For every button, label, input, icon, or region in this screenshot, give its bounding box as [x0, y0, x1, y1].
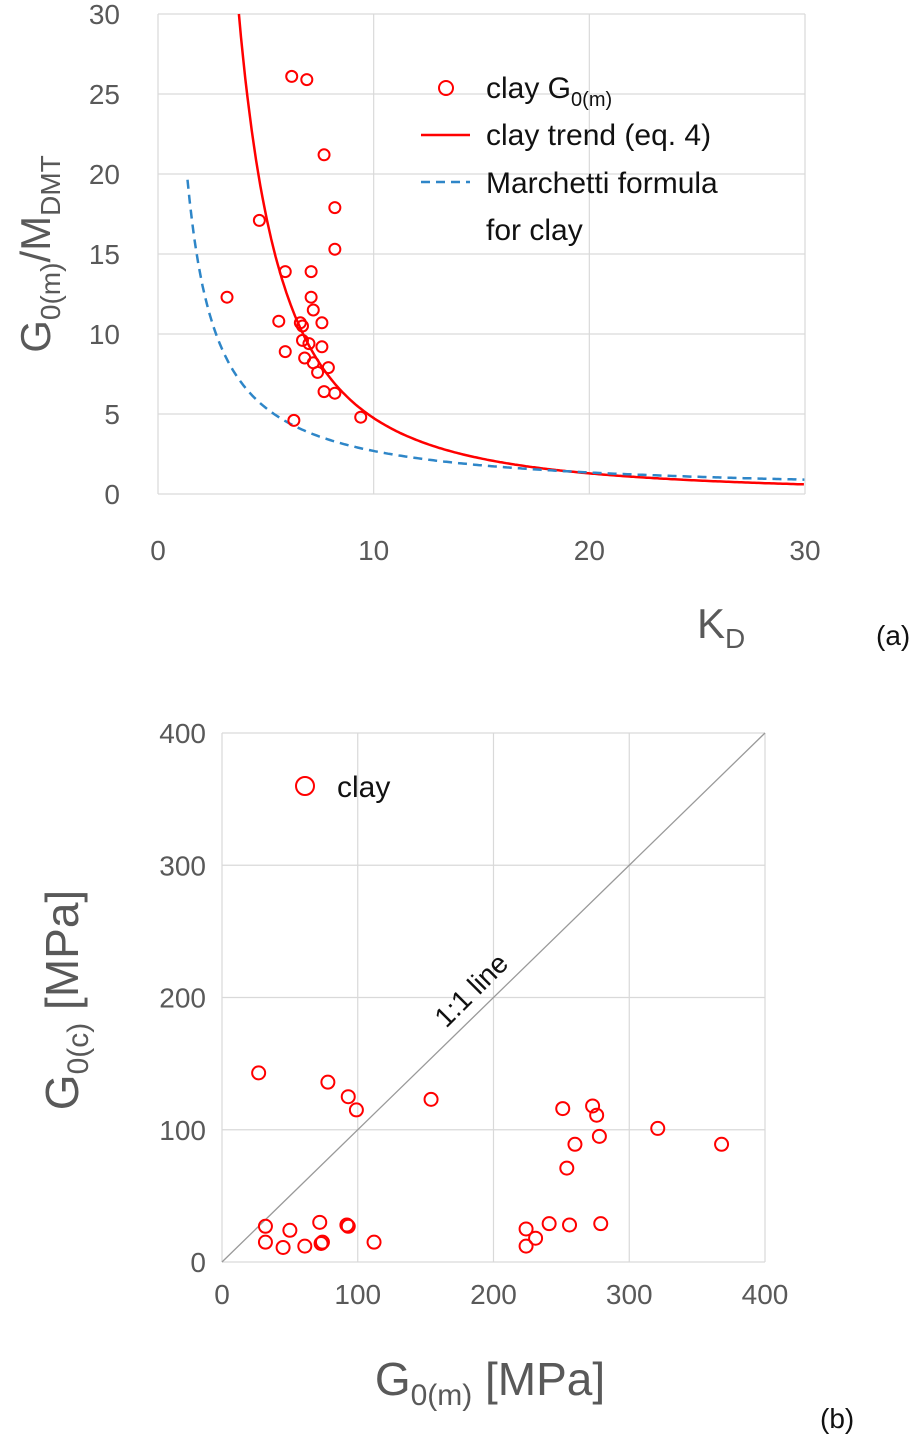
data-point	[313, 1235, 329, 1251]
data-point	[295, 319, 309, 333]
data-point	[315, 316, 329, 330]
panel-b-x-axis-label: G0(m) [MPa]	[375, 1353, 605, 1412]
x-tick-label: 300	[606, 1279, 653, 1310]
y-tick-label: 10	[89, 319, 120, 350]
data-point	[252, 213, 266, 227]
data-point	[304, 265, 318, 279]
clay-trend-line	[237, 13, 804, 486]
y-tick-label: 200	[159, 983, 206, 1014]
data-point	[251, 1065, 267, 1081]
x-tick-label: 400	[742, 1279, 789, 1310]
x-tick-label: 0	[150, 535, 166, 566]
panel-a: 0 10 20 30 0 5 10 15 20 25 30 G0(m)/MDMT KD (a) cl…	[12, 0, 910, 654]
panel-b-y-axis-label: G0(c) [MPa]	[36, 890, 95, 1110]
data-point	[257, 1234, 273, 1250]
data-point	[257, 1218, 273, 1234]
data-point	[518, 1221, 534, 1237]
data-point	[321, 361, 335, 375]
y-tick-label: 300	[159, 850, 206, 881]
y-tick-label: 5	[104, 399, 120, 430]
x-tick-label: 10	[358, 535, 389, 566]
x-tick-label: 20	[574, 535, 605, 566]
x-tick-label: 0	[214, 1279, 230, 1310]
y-tick-label: 0	[104, 479, 120, 510]
data-point	[328, 201, 342, 215]
x-tick-label: 200	[470, 1279, 517, 1310]
data-point	[348, 1102, 364, 1118]
panel-a-label: (a)	[876, 620, 910, 651]
data-point	[312, 1214, 328, 1230]
data-point	[423, 1091, 439, 1107]
one-to-one-line	[221, 732, 766, 1263]
data-point	[275, 1239, 291, 1255]
data-point	[585, 1098, 601, 1114]
legend-label-points: clay G0(m)	[486, 72, 612, 111]
data-point	[591, 1128, 607, 1144]
data-point	[317, 148, 331, 162]
data-point	[317, 385, 331, 399]
legend-label-marchetti-1: Marchetti formula	[486, 167, 718, 200]
data-point	[650, 1120, 666, 1136]
data-point	[285, 69, 299, 83]
panel-b-legend: clay	[295, 771, 390, 804]
data-point	[714, 1136, 730, 1152]
y-tick-label: 20	[89, 159, 120, 190]
legend-label-marchetti-2: for clay	[486, 214, 583, 247]
data-point	[559, 1160, 575, 1176]
legend-marker-clay	[295, 776, 315, 796]
y-tick-label: 25	[89, 79, 120, 110]
data-point	[300, 73, 314, 87]
panel-b-label: (b)	[820, 1403, 854, 1434]
data-point	[282, 1222, 298, 1238]
data-point	[328, 386, 342, 400]
panel-a-legend: clay G0(m) clay trend (eq. 4) Marchetti …	[421, 72, 718, 247]
data-point	[354, 410, 368, 424]
data-point	[311, 365, 325, 379]
data-point	[314, 1234, 330, 1250]
legend-label-trend: clay trend (eq. 4)	[486, 119, 711, 152]
data-point	[528, 1230, 544, 1246]
y-tick-label: 0	[190, 1247, 206, 1278]
data-point	[567, 1136, 583, 1152]
data-point	[555, 1101, 571, 1117]
data-point	[340, 1089, 356, 1105]
y-tick-label: 30	[89, 0, 120, 30]
data-point	[541, 1216, 557, 1232]
data-point	[278, 265, 292, 279]
y-tick-label: 400	[159, 718, 206, 749]
data-point	[315, 340, 329, 354]
panel-a-y-axis-label: G0(m)/MDMT	[12, 155, 66, 353]
panel-a-x-axis-label: KD	[697, 600, 745, 654]
data-point	[272, 314, 286, 328]
data-point	[297, 1238, 313, 1254]
data-point	[278, 345, 292, 359]
data-point	[562, 1217, 578, 1233]
data-point	[593, 1216, 609, 1232]
data-point	[518, 1238, 534, 1254]
y-tick-label: 100	[159, 1115, 206, 1146]
legend-label-clay: clay	[337, 771, 390, 804]
data-point	[320, 1074, 336, 1090]
data-point	[220, 290, 234, 304]
x-tick-label: 100	[334, 1279, 381, 1310]
x-tick-label: 30	[789, 535, 820, 566]
data-point	[339, 1217, 355, 1233]
data-point	[304, 290, 318, 304]
data-point	[328, 242, 342, 256]
data-point	[589, 1107, 605, 1123]
data-point	[306, 303, 320, 317]
legend-marker-points	[438, 80, 454, 96]
data-point	[287, 413, 301, 427]
data-point	[295, 333, 309, 347]
data-point	[340, 1218, 356, 1234]
y-tick-label: 15	[89, 239, 120, 270]
data-point	[366, 1234, 382, 1250]
data-point	[302, 337, 316, 351]
